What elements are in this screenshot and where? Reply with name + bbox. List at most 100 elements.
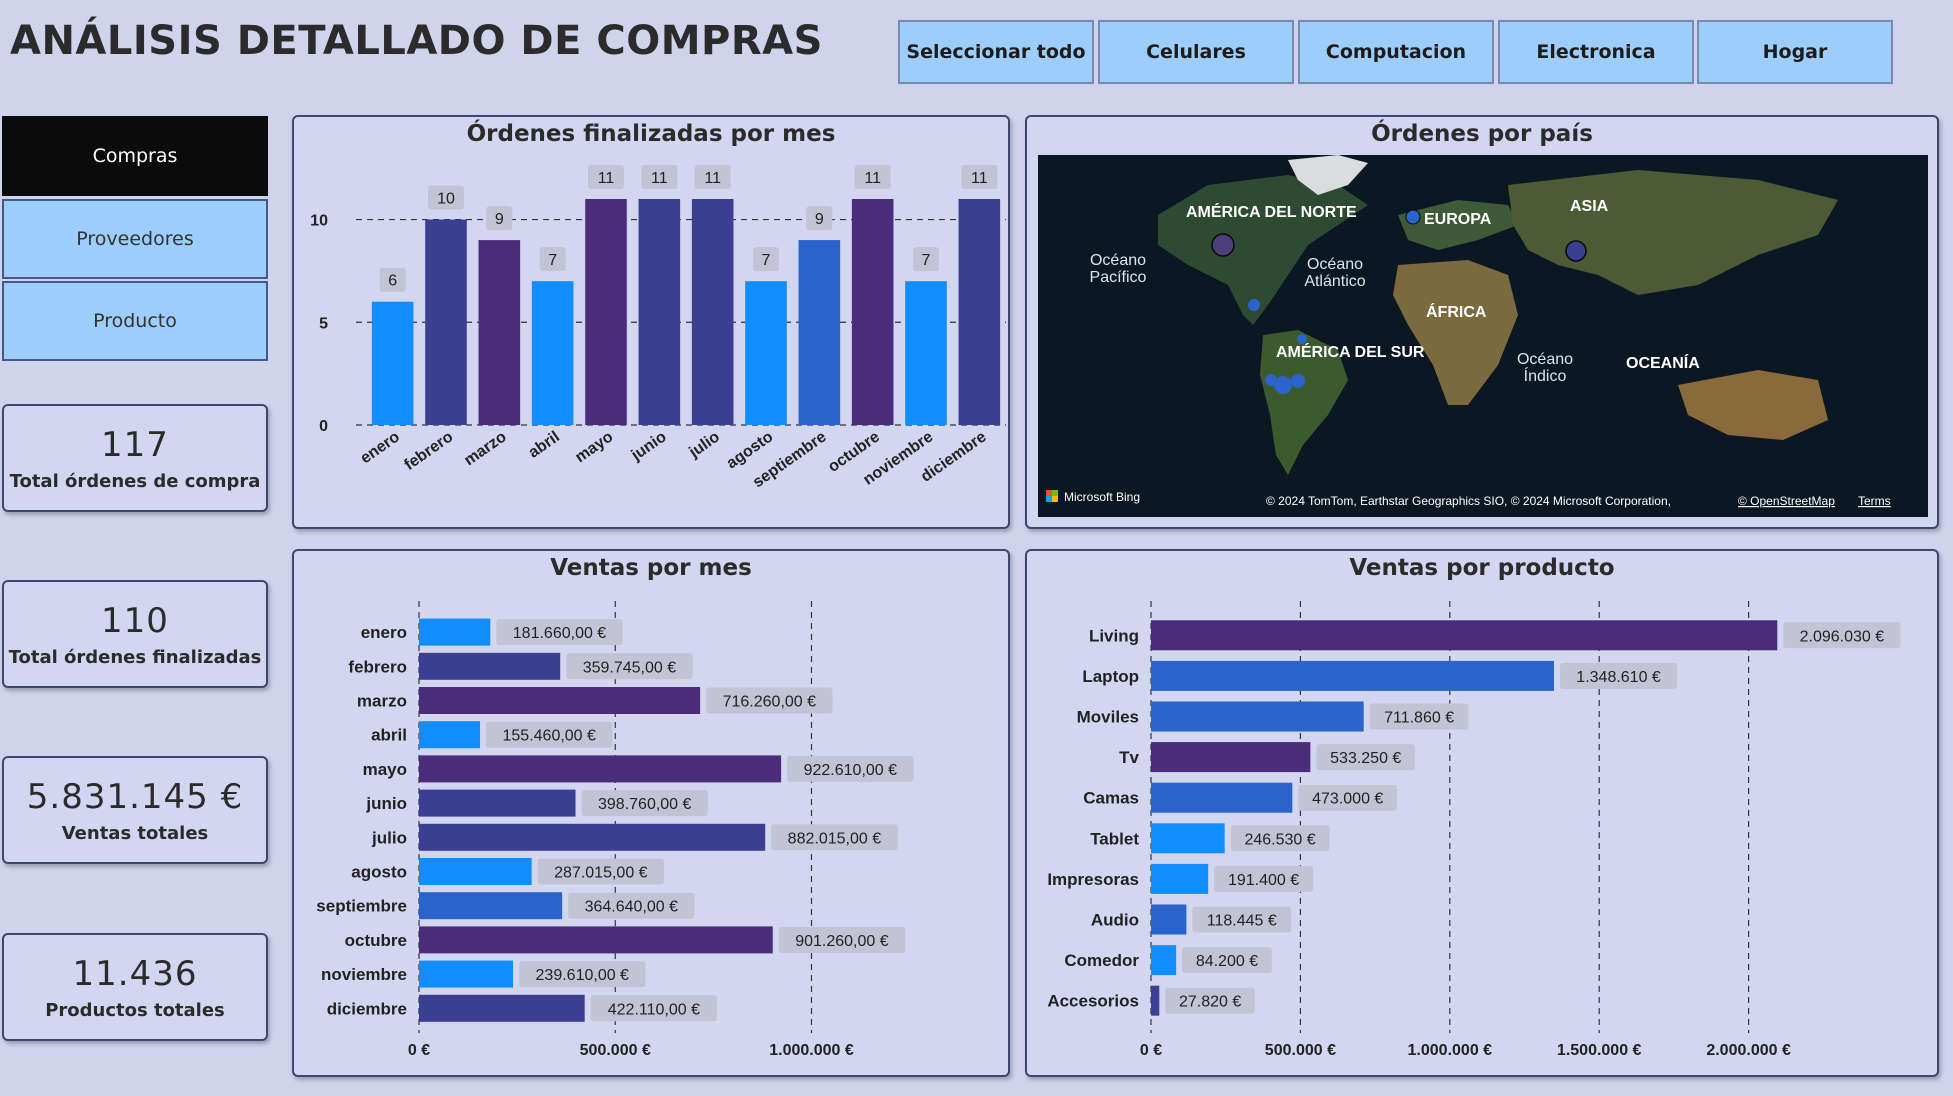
slicer-electronica[interactable]: Electronica [1498, 20, 1694, 84]
nav-compras[interactable]: Compras [2, 116, 268, 196]
kpi-card-ordenes-finalizadas: 110 Total órdenes finalizadas [2, 580, 268, 688]
data-label-box [568, 892, 695, 919]
bar [691, 199, 734, 425]
bar [419, 755, 782, 783]
data-label: 11 [651, 170, 668, 187]
map-label-atlantic-2: Atlántico [1304, 273, 1365, 290]
slicer-computacion[interactable]: Computacion [1298, 20, 1494, 84]
data-label: 901.260,00 € [795, 933, 889, 950]
north-america-shape [1158, 175, 1368, 325]
data-label: 2.096.030 € [1800, 628, 1885, 645]
map-point-south-2 [1274, 376, 1292, 394]
data-label: 7 [762, 252, 771, 269]
x-tick-label: febrero [401, 428, 456, 474]
data-label-box [1369, 703, 1469, 730]
data-label: 118.445 € [1207, 913, 1277, 930]
data-label: 422.110,00 € [608, 1001, 700, 1018]
data-label: 7 [548, 252, 557, 269]
bar [531, 281, 574, 425]
kpi-value: 11.436 [72, 953, 198, 994]
data-label-box [1783, 622, 1901, 649]
category-label: agosto [351, 863, 407, 882]
data-label: 359.745,00 € [583, 659, 677, 676]
bar [371, 301, 414, 425]
map-svg: AMÉRICA DEL NORTE EUROPA ASIA ÁFRICA AMÉ… [1038, 155, 1928, 517]
category-label: Tv [1119, 748, 1139, 767]
bar [1151, 823, 1225, 854]
data-label-box [1214, 865, 1313, 892]
y-tick-label: 0 [319, 418, 328, 435]
kpi-card-ventas-totales: 5.831.145 € Ventas totales [2, 756, 268, 864]
data-label: 533.250 € [1330, 750, 1401, 767]
bar [1151, 620, 1778, 651]
data-label-box [641, 165, 678, 189]
data-label: 7 [922, 252, 931, 269]
bar [638, 199, 681, 425]
data-label: 11 [704, 170, 721, 187]
map-terms-link: Terms [1858, 494, 1891, 508]
data-label: 181.660,00 € [513, 625, 607, 642]
category-label: mayo [363, 760, 407, 779]
slicer-hogar[interactable]: Hogar [1697, 20, 1893, 84]
slicer-celulares[interactable]: Celulares [1098, 20, 1294, 84]
category-label: Audio [1091, 911, 1139, 930]
europe-shape [1398, 200, 1518, 250]
data-label-box [590, 995, 718, 1022]
category-label: Camas [1083, 789, 1139, 808]
map-point-asia [1565, 240, 1587, 262]
data-label: 239.610,00 € [536, 967, 630, 984]
map-point-brazil [1297, 334, 1307, 344]
bar [419, 994, 585, 1022]
map-label-europe: EUROPA [1424, 211, 1492, 228]
bar [1151, 742, 1311, 773]
map-label-south-america: AMÉRICA DEL SUR [1276, 342, 1425, 361]
data-label-box [428, 185, 464, 210]
map-copyright: © 2024 TomTom, Earthstar Geographics SIO… [1266, 494, 1671, 508]
x-tick-label: enero [358, 428, 404, 467]
x-tick-label: 0 € [408, 1042, 430, 1059]
x-tick-label: 2.000.000 € [1706, 1042, 1791, 1059]
kpi-value: 117 [101, 424, 169, 465]
kpi-card-productos-totales: 11.436 Productos totales [2, 933, 268, 1041]
data-label: 11 [598, 170, 615, 187]
data-label-box [778, 926, 906, 953]
bar [585, 199, 627, 425]
chart-ventas-por-producto-svg: 0 € 500.000 € 1.000.000 € 1.500.000 € 2.000.… [1047, 601, 1901, 1059]
category-label: Tablet [1090, 829, 1139, 848]
bar [958, 199, 1001, 425]
nav-proveedores[interactable]: Proveedores [2, 199, 268, 279]
kpi-label: Total órdenes de compra [9, 470, 261, 492]
data-label: 398.760,00 € [598, 796, 692, 813]
data-label: 10 [437, 191, 455, 208]
category-label: noviembre [321, 965, 407, 984]
data-label-box [539, 247, 566, 272]
category-label: julio [371, 828, 407, 847]
bar [419, 858, 532, 885]
kpi-label: Total órdenes finalizadas [8, 646, 262, 668]
map-label-africa: ÁFRICA [1426, 302, 1487, 321]
data-label-box [771, 824, 898, 851]
data-label-box [961, 165, 998, 189]
map-view[interactable]: AMÉRICA DEL NORTE EUROPA ASIA ÁFRICA AMÉ… [1038, 155, 1928, 517]
y-tick-label: 5 [319, 315, 328, 332]
map-point-europe [1405, 209, 1421, 225]
category-label: Living [1089, 626, 1139, 645]
nav-producto[interactable]: Producto [2, 281, 268, 361]
page-title: ANÁLISIS DETALLADO DE COMPRAS [10, 18, 823, 64]
data-label-box [1165, 987, 1255, 1014]
bar [798, 240, 841, 425]
oceania-shape [1678, 370, 1828, 440]
bar [1151, 660, 1554, 691]
category-label: diciembre [327, 999, 407, 1018]
bar [419, 926, 773, 954]
slicer-select-all[interactable]: Seleccionar todo [898, 20, 1094, 84]
category-label: marzo [357, 692, 407, 711]
data-label-box [588, 165, 624, 189]
bar [851, 199, 894, 425]
map-point-north-america [1211, 233, 1235, 257]
data-label-box [806, 206, 833, 231]
data-label: 922.610,00 € [804, 762, 898, 779]
bar [1151, 904, 1187, 935]
data-label: 9 [815, 211, 824, 228]
data-label: 1.348.610 € [1576, 669, 1661, 686]
